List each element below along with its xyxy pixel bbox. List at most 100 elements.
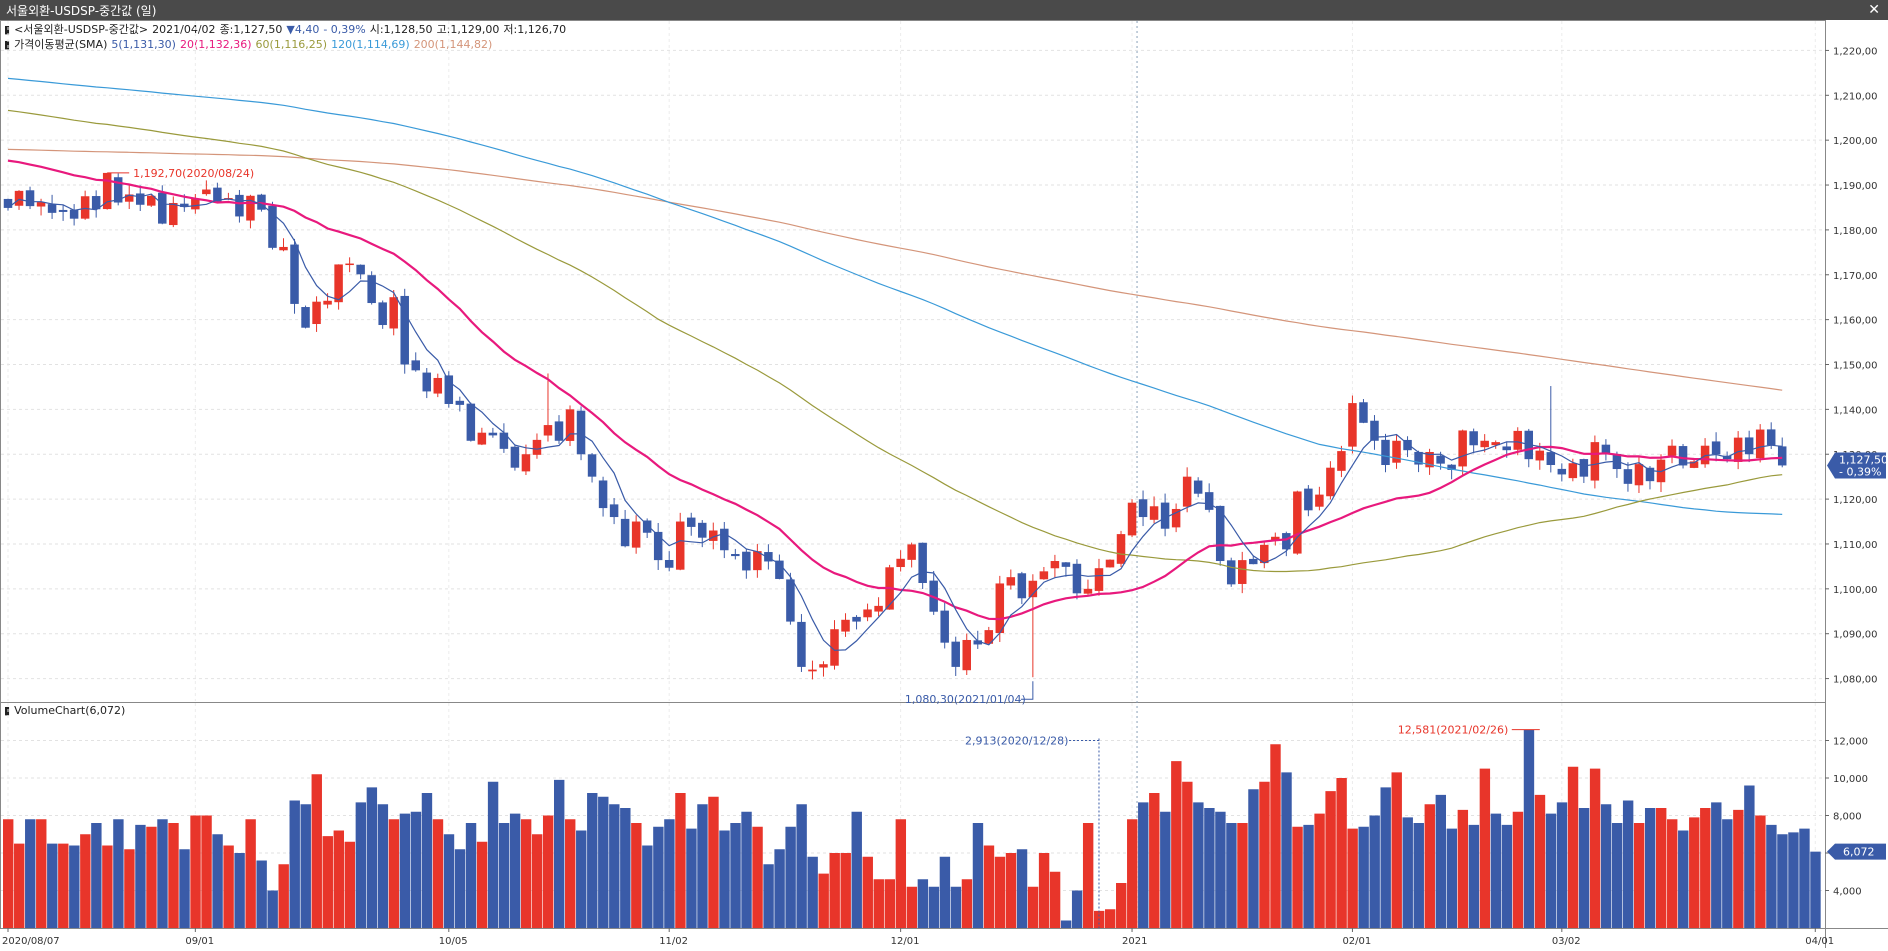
volume-bar (1038, 853, 1050, 928)
volume-bar (465, 823, 477, 928)
candle-body (808, 669, 817, 672)
candle-body (58, 209, 68, 212)
price-tick-label: 1,140,00 (1833, 405, 1878, 416)
candle-body (742, 551, 751, 571)
candle-body (1381, 439, 1390, 466)
candle-body (841, 619, 850, 632)
candle-body (1006, 577, 1016, 586)
x-tick-label: 09/01 (185, 936, 214, 947)
candle-body (1634, 464, 1644, 486)
volume-bar (1656, 808, 1667, 928)
volume-bar (1138, 802, 1149, 928)
header-close: 종:1,127,50 (219, 23, 283, 36)
volume-bar (1457, 809, 1469, 928)
volume-bar (355, 802, 367, 928)
candle-body (1414, 451, 1423, 465)
volume-bar (487, 781, 499, 928)
volume-bar (102, 845, 113, 928)
price-tick-label: 1,150,00 (1833, 361, 1878, 372)
volume-bar (1380, 787, 1391, 928)
candle-body (1337, 451, 1346, 471)
candle-body (1777, 446, 1787, 466)
volume-bar (840, 853, 851, 928)
candle-body (135, 193, 145, 205)
volume-bar (697, 804, 708, 928)
candle-body (1546, 452, 1556, 466)
volume-bar (278, 864, 289, 928)
volume-bar (1446, 828, 1458, 928)
header-change-pct: - 0,39% (323, 23, 366, 36)
volume-bar (609, 804, 620, 928)
x-tick-label: 12/01 (891, 936, 920, 947)
volume-bar (1755, 815, 1766, 928)
x-tick-label: 2020/08/07 (2, 936, 60, 947)
candle-body (488, 432, 498, 436)
volume-bar (3, 819, 14, 928)
candle-body (1348, 403, 1357, 447)
volume-label: VolumeChart(6,072) (14, 704, 126, 717)
volume-bar (333, 830, 344, 928)
last-volume-label: 6,072 (1843, 846, 1875, 859)
sma120-label: 120(1,114,69) (331, 38, 410, 51)
close-icon[interactable]: ✕ (1868, 2, 1880, 18)
volume-bar (1534, 794, 1546, 928)
price-tick-label: 1,110,00 (1833, 540, 1878, 551)
volume-bar (58, 843, 69, 928)
volume-bar (1071, 890, 1083, 928)
x-tick-label: 2021 (1122, 936, 1147, 947)
price-tick-label: 1,120,00 (1833, 495, 1878, 506)
candle-body (246, 195, 255, 221)
volume-bar (1303, 824, 1314, 928)
price-tick-label: 1,100,00 (1833, 585, 1878, 596)
candle-body (1249, 558, 1258, 565)
candle-body (102, 172, 112, 210)
price-tick-label: 1,220,00 (1833, 46, 1878, 57)
candle-body (1282, 533, 1291, 550)
volume-bar (1182, 781, 1193, 928)
volume-bar (565, 819, 576, 928)
volume-bar (1215, 811, 1226, 928)
volume-tick-label: 8,000 (1833, 812, 1862, 823)
candle-body (764, 552, 773, 562)
candle-body (1392, 440, 1401, 463)
sma-header: ▮ 가격이동평균(SMA) 5(1,131,30) 20(1,132,36) 60(1,… (4, 36, 496, 52)
candle-body (720, 528, 729, 551)
volume-bar (1567, 766, 1579, 928)
volume-bar (432, 819, 444, 928)
candle-body (69, 209, 79, 219)
volume-bar (509, 813, 521, 928)
candle-body (830, 629, 839, 666)
header-date: 2021/04/02 (152, 23, 216, 36)
candle-body (675, 521, 685, 570)
candle-body (1226, 560, 1236, 585)
candle-body (1116, 534, 1126, 564)
candle-body (124, 194, 134, 202)
volume-bar (1049, 871, 1061, 928)
candle-body (422, 372, 432, 392)
volume-bar (454, 849, 466, 928)
price-tick-label: 1,160,00 (1833, 316, 1878, 327)
candle-body (444, 375, 454, 404)
candle-body (951, 641, 960, 667)
candle-body (378, 302, 387, 326)
volume-bar (36, 819, 47, 928)
candle-body (1094, 568, 1104, 591)
volume-bar (807, 856, 818, 928)
x-tick-label: 04/01 (1805, 936, 1834, 947)
candle-body (565, 409, 575, 441)
candle-body (290, 244, 299, 304)
candle-body (389, 297, 398, 329)
candle-body (3, 198, 13, 208)
candle-body (1326, 467, 1335, 497)
candle-body (1579, 459, 1589, 477)
volume-bar (388, 819, 400, 928)
volume-bar (1501, 824, 1513, 928)
candle-body (609, 504, 619, 518)
header-low: 저:1,126,70 (503, 23, 567, 36)
volume-bar (201, 815, 212, 928)
volume-bar (80, 834, 91, 928)
volume-bar (1810, 851, 1821, 928)
candle-body (1304, 488, 1313, 511)
x-tick-label: 02/01 (1342, 936, 1371, 947)
volume-bar (1005, 853, 1017, 928)
